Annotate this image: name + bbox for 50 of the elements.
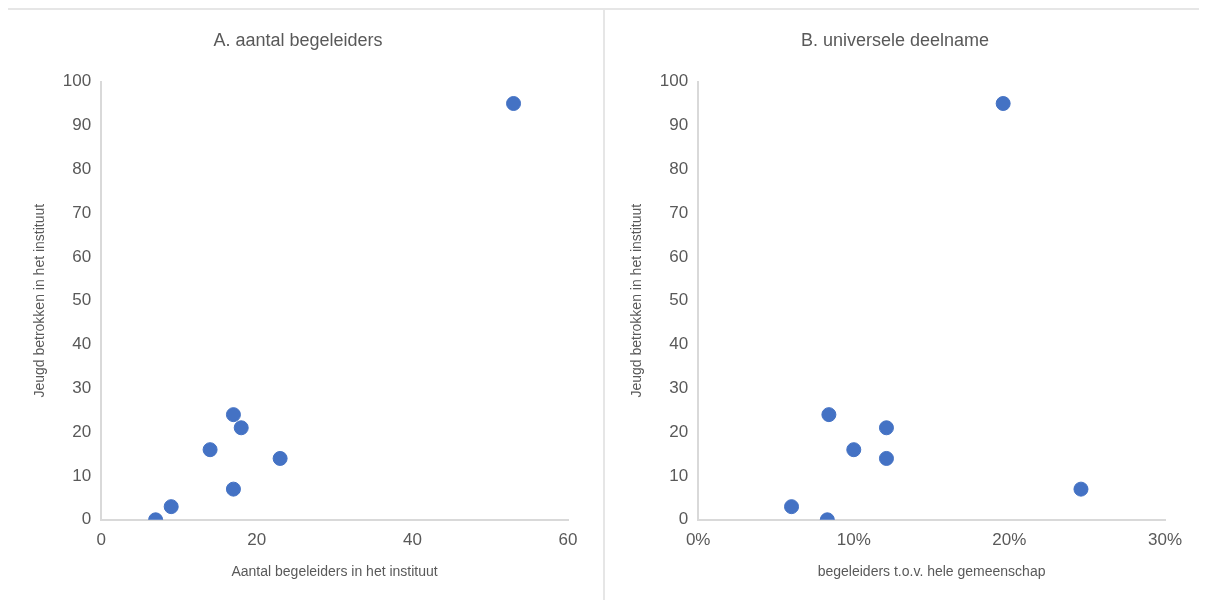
point <box>225 407 241 423</box>
y-axis-title: Jeugd betrokken in het instituut <box>31 203 48 398</box>
y-tick-label: 0 <box>678 509 688 529</box>
y-tick-label: 50 <box>668 290 688 310</box>
y-tick-label: 80 <box>72 158 92 178</box>
point <box>878 420 894 436</box>
y-tick-label: 10 <box>668 465 688 485</box>
y-tick-label: 50 <box>72 290 92 310</box>
point <box>783 499 799 515</box>
x-tick-label: 20 <box>247 529 267 549</box>
y-tick-label: 30 <box>72 378 92 398</box>
point <box>202 442 218 458</box>
y-tick-label: 60 <box>668 246 688 266</box>
y-tick-label: 30 <box>668 378 688 398</box>
x-tick-label: 60 <box>558 529 578 549</box>
y-tick-label: 70 <box>668 202 688 222</box>
x-tick-label: 20% <box>991 529 1026 549</box>
point <box>225 481 241 497</box>
point <box>845 442 861 458</box>
y-tick-label: 100 <box>62 71 92 91</box>
x-tick-label: 40 <box>402 529 422 549</box>
y-tick-label: 100 <box>659 71 688 91</box>
chart-title: B. universele deelname <box>800 29 989 50</box>
y-tick-label: 90 <box>668 115 688 135</box>
chart-title: A. aantal begeleiders <box>213 29 383 50</box>
y-tick-label: 60 <box>72 246 92 266</box>
y-tick-label: 70 <box>72 202 92 222</box>
y-tick-label: 40 <box>668 334 688 354</box>
x-tick-label: 10% <box>836 529 871 549</box>
y-tick-label: 10 <box>72 465 92 485</box>
x-axis-title: begeleiders t.o.v. hele gemeenschap <box>817 563 1046 580</box>
point <box>995 96 1011 112</box>
point <box>878 450 894 466</box>
point <box>233 420 249 436</box>
x-axis-title: Aantal begeleiders in het instituut <box>231 563 438 580</box>
y-tick-label: 80 <box>668 158 688 178</box>
x-tick-label: 30% <box>1147 529 1182 549</box>
point <box>163 499 179 515</box>
point <box>506 96 522 112</box>
point <box>820 407 836 423</box>
x-tick-label: 0 <box>96 529 106 549</box>
point <box>272 450 288 466</box>
y-tick-label: 40 <box>72 334 92 354</box>
point <box>1072 481 1088 497</box>
y-axis-title: Jeugd betrokken in het instituut <box>627 203 644 398</box>
y-tick-label: 90 <box>72 115 92 135</box>
y-tick-label: 0 <box>81 509 92 529</box>
x-tick-label: 0% <box>685 529 710 549</box>
y-tick-label: 20 <box>72 421 92 441</box>
y-tick-label: 20 <box>668 421 688 441</box>
